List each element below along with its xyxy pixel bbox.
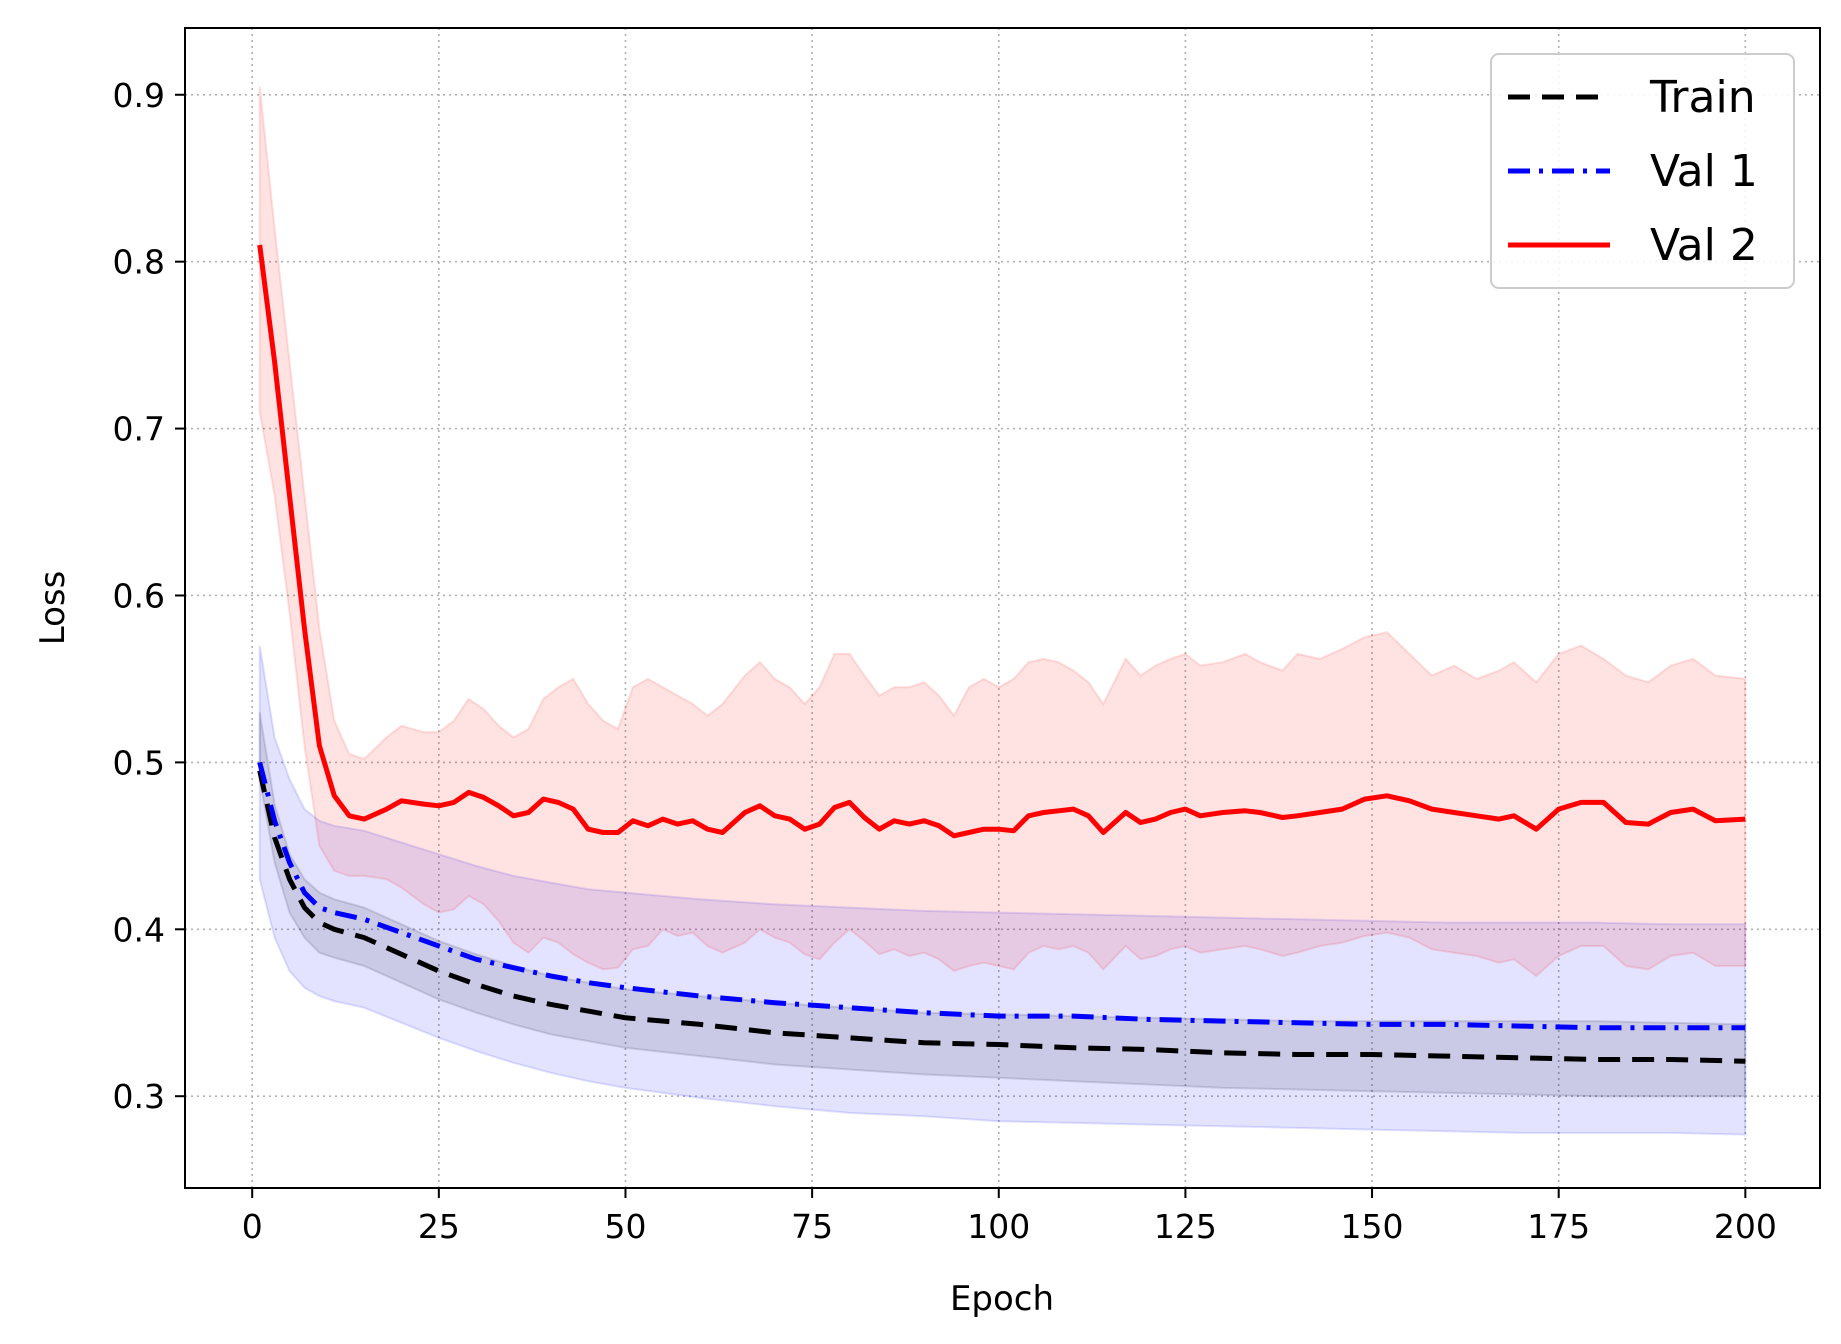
y-tick-label: 0.4: [113, 910, 165, 949]
y-axis-ticks: 0.3 0.4 0.5 0.6 0.7 0.8 0.9: [113, 76, 185, 1116]
val-2-line: [257, 244, 1746, 839]
x-tick-label: 25: [418, 1207, 460, 1246]
y-tick-label: 0.5: [113, 743, 165, 782]
val-2-band: [258, 86, 1747, 978]
val-1-band: [258, 645, 1747, 1136]
x-tick-label: 150: [1341, 1207, 1404, 1246]
train-band: [258, 712, 1747, 1098]
y-axis-label: Loss: [33, 571, 73, 646]
y-tick-label: 0.6: [113, 576, 165, 615]
legend-label-val-2: Val 2: [1650, 220, 1758, 271]
x-tick-label: 125: [1154, 1207, 1217, 1246]
legend-box: [1490, 53, 1795, 289]
x-tick-label: 0: [242, 1207, 263, 1246]
y-tick-label: 0.8: [113, 243, 165, 282]
plot-frame: [184, 27, 1821, 1189]
y-tick-label: 0.7: [113, 410, 165, 449]
legend-label-val-1: Val 1: [1650, 146, 1758, 197]
x-tick-label: 50: [604, 1207, 646, 1246]
x-tick-label: 75: [791, 1207, 833, 1246]
x-tick-label: 200: [1714, 1207, 1777, 1246]
x-axis-ticks: 0 25 50 75 100 125 150 175 200: [242, 1188, 1777, 1246]
val-1-line: [257, 761, 1746, 1031]
confidence-bands: [258, 86, 1747, 1136]
series-lines: [257, 244, 1746, 1064]
x-axis-label: Epoch: [950, 1279, 1054, 1319]
x-tick-label: 175: [1527, 1207, 1590, 1246]
y-tick-label: 0.9: [113, 76, 165, 115]
legend: Train Val 1 Val 2: [1490, 53, 1795, 289]
legend-label-train: Train: [1649, 72, 1756, 123]
y-tick-label: 0.3: [113, 1077, 165, 1116]
x-tick-label: 100: [967, 1207, 1030, 1246]
train-line: [257, 770, 1746, 1064]
